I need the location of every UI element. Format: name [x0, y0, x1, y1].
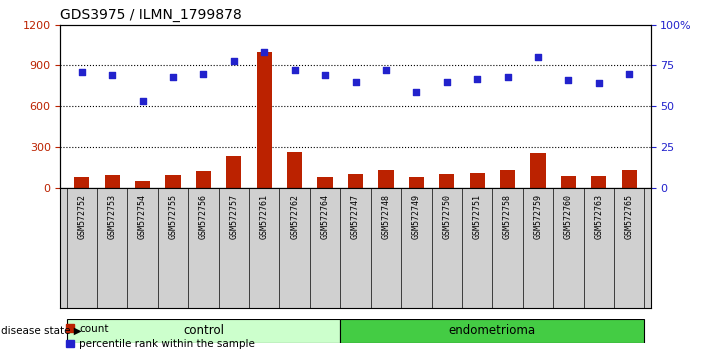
Bar: [621, 170, 637, 188]
Point: [562, 77, 574, 83]
Bar: [287, 152, 302, 188]
Text: GSM572757: GSM572757: [230, 194, 238, 239]
Text: GSM572752: GSM572752: [77, 194, 86, 239]
Bar: [500, 170, 515, 188]
Bar: [74, 177, 90, 188]
Text: GSM572760: GSM572760: [564, 194, 573, 239]
Text: GSM572749: GSM572749: [412, 194, 421, 239]
Text: GSM572762: GSM572762: [290, 194, 299, 239]
Point: [167, 74, 178, 80]
Point: [107, 73, 118, 78]
Point: [533, 55, 544, 60]
Text: GDS3975 / ILMN_1799878: GDS3975 / ILMN_1799878: [60, 8, 242, 22]
Bar: [409, 177, 424, 188]
Text: GSM572765: GSM572765: [625, 194, 634, 239]
Point: [624, 71, 635, 76]
Point: [411, 89, 422, 95]
Text: GSM572750: GSM572750: [442, 194, 451, 239]
Bar: [135, 181, 150, 188]
Text: GSM572748: GSM572748: [381, 194, 390, 239]
Point: [319, 73, 331, 78]
Point: [380, 68, 392, 73]
Text: GSM572751: GSM572751: [473, 194, 481, 239]
Bar: [592, 176, 606, 188]
Bar: [105, 176, 119, 188]
Bar: [348, 174, 363, 188]
Text: GSM572763: GSM572763: [594, 194, 604, 239]
Text: GSM572747: GSM572747: [351, 194, 360, 239]
Bar: [67, 319, 341, 343]
Point: [259, 50, 270, 55]
Bar: [226, 156, 242, 188]
Text: GSM572761: GSM572761: [260, 194, 269, 239]
Point: [502, 74, 513, 80]
Point: [441, 79, 452, 85]
Point: [198, 71, 209, 76]
Text: GSM572758: GSM572758: [503, 194, 512, 239]
Text: GSM572759: GSM572759: [533, 194, 542, 239]
Bar: [561, 176, 576, 188]
Text: disease state ▶: disease state ▶: [1, 326, 82, 336]
Legend: count, percentile rank within the sample: count, percentile rank within the sample: [65, 324, 255, 349]
Bar: [257, 52, 272, 188]
Point: [76, 69, 87, 75]
Bar: [318, 177, 333, 188]
Point: [228, 58, 240, 63]
Text: GSM572756: GSM572756: [199, 194, 208, 239]
Text: GSM572764: GSM572764: [321, 194, 330, 239]
Point: [350, 79, 361, 85]
Text: GSM572755: GSM572755: [169, 194, 178, 239]
Point: [137, 98, 149, 104]
Bar: [530, 153, 545, 188]
Text: endometrioma: endometrioma: [449, 325, 536, 337]
Text: control: control: [183, 325, 224, 337]
Text: GSM572754: GSM572754: [138, 194, 147, 239]
Point: [593, 81, 604, 86]
Point: [289, 68, 300, 73]
Point: [471, 76, 483, 81]
Text: GSM572753: GSM572753: [107, 194, 117, 239]
Bar: [469, 173, 485, 188]
Bar: [378, 170, 393, 188]
Bar: [341, 319, 644, 343]
Bar: [439, 174, 454, 188]
Bar: [166, 176, 181, 188]
Bar: [196, 171, 211, 188]
